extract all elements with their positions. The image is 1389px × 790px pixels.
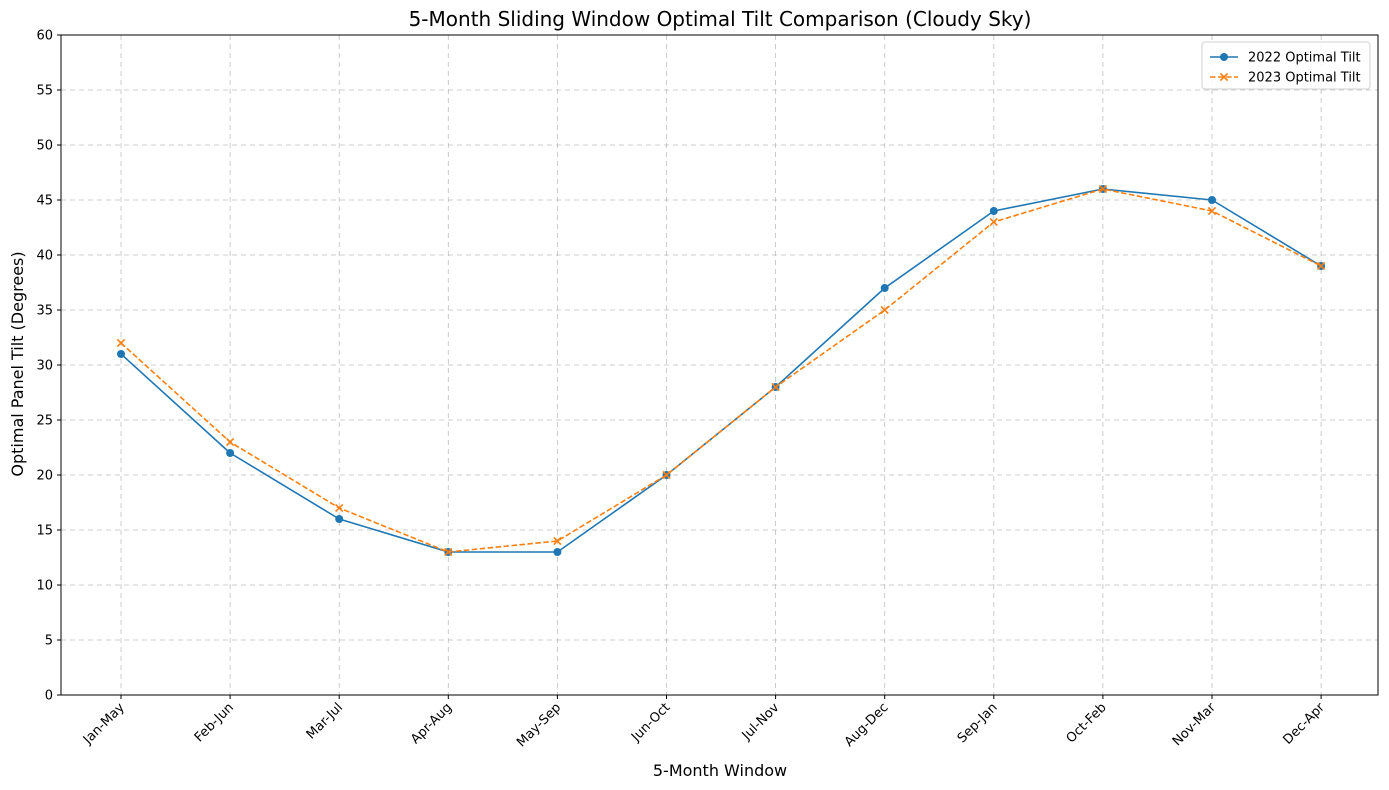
- data-point: [553, 536, 562, 546]
- data-point: [989, 207, 998, 215]
- x-tick-label: Oct-Feb: [1064, 700, 1110, 746]
- data-point: [335, 515, 344, 523]
- x-tick-label: May-Sep: [514, 700, 564, 750]
- data-point: [117, 350, 125, 358]
- y-tick-label: 10: [36, 579, 53, 594]
- y-tick-label: 5: [45, 634, 53, 649]
- data-point: [771, 382, 780, 392]
- y-axis-label: Optimal Panel Tilt (Degrees): [8, 251, 27, 476]
- x-tick-label: Dec-Apr: [1281, 700, 1329, 748]
- y-tick-label: 0: [45, 689, 53, 704]
- y-tick-label: 35: [36, 304, 53, 319]
- legend-box: [1201, 41, 1371, 90]
- y-tick-label: 45: [36, 194, 53, 209]
- legend: 2022 Optimal Tilt 2023 Optimal Tilt: [1201, 41, 1371, 90]
- y-tick-label: 55: [36, 84, 53, 99]
- y-tick-label: 50: [36, 139, 53, 154]
- legend-label: 2023 Optimal Tilt: [1248, 71, 1361, 86]
- y-tick-label: 15: [36, 524, 53, 539]
- x-tick-label: Jul-Nov: [739, 700, 783, 744]
- data-point: [225, 437, 235, 447]
- data-point: [989, 217, 998, 227]
- data-point: [880, 284, 889, 292]
- legend-marker: [1219, 72, 1229, 82]
- data-point: [444, 547, 453, 557]
- data-point: [1316, 261, 1326, 271]
- legend-label: 2022 Optimal Tilt: [1248, 51, 1361, 66]
- y-tick-label: 20: [36, 469, 53, 484]
- grid-layer: [61, 34, 1378, 696]
- x-tick-label: Mar-Jul: [304, 700, 346, 742]
- chart-title: 5-Month Sliding Window Optimal Tilt Comp…: [409, 7, 1032, 31]
- x-axis-label: 5-Month Window: [653, 761, 787, 780]
- y-tick-label: 25: [36, 414, 53, 429]
- x-tick-label: Sep-Jan: [955, 700, 1001, 746]
- series-line: [120, 188, 1322, 553]
- y-tick-label: 60: [36, 29, 53, 44]
- x-tick-label: Nov-Mar: [1170, 700, 1219, 749]
- data-point: [553, 548, 562, 556]
- data-point: [880, 305, 889, 315]
- y-tick-label: 30: [36, 359, 53, 374]
- data-point: [116, 338, 126, 348]
- data-point: [335, 503, 344, 513]
- legend-marker: [1220, 53, 1228, 61]
- y-tick-label: 40: [36, 249, 53, 264]
- data-point: [662, 470, 671, 480]
- x-tick-label: Feb-Jun: [192, 700, 237, 745]
- series-line: [120, 188, 1322, 553]
- x-tick-label: Jun-Oct: [628, 700, 673, 745]
- data-point: [1207, 206, 1217, 216]
- plot-frame: [60, 34, 1379, 696]
- data-point: [226, 449, 235, 457]
- x-tick-label: Jan-May: [80, 700, 128, 748]
- x-tick-label: Aug-Dec: [842, 700, 892, 750]
- data-point: [1208, 196, 1216, 204]
- axes-layer: 0 5 10 15 20 25 30 35 40 45 50 55 60 Jan-May Feb-Jun Ma…: [36, 29, 1379, 750]
- x-tick-label: Apr-Aug: [408, 700, 455, 747]
- series-layer: [116, 184, 1326, 557]
- data-point: [1098, 184, 1108, 194]
